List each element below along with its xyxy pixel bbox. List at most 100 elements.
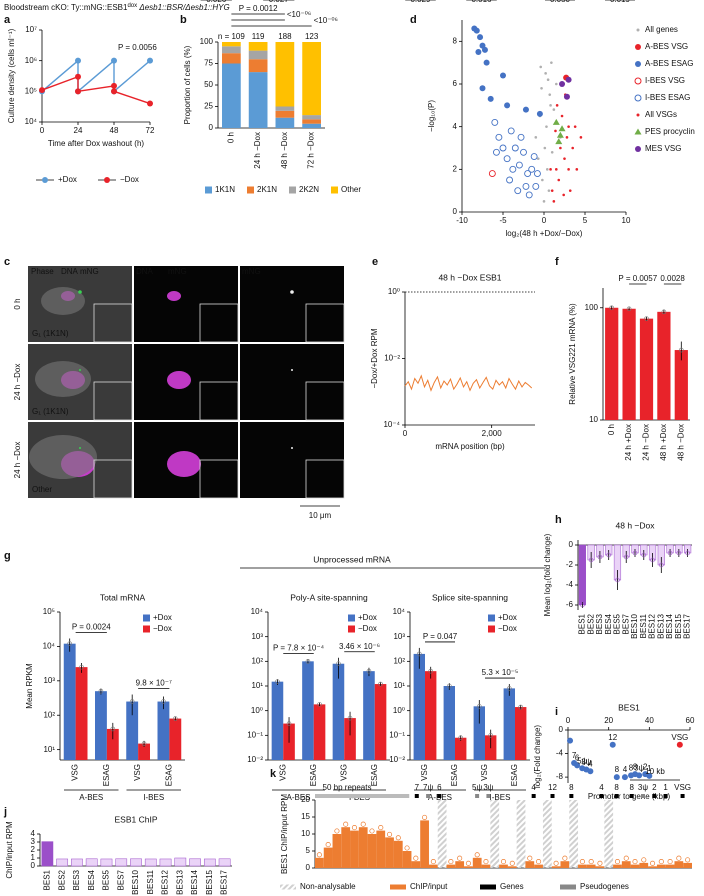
x-tick-label: BES1 (42, 869, 51, 890)
legend-label: A-BES VSG (645, 42, 688, 51)
gene-label: 12 (548, 783, 557, 792)
data-point (471, 25, 478, 32)
gene-label: 8 (569, 783, 574, 792)
data-point (558, 125, 566, 132)
x-tick-label: ESAG (164, 764, 173, 786)
annotation: 5.3 × 10⁻⁵ (482, 668, 519, 677)
x-tick-label: BES15 (674, 613, 683, 638)
header-text: Bloodstream cKO: Ty::mNG::ESB1 (4, 3, 128, 12)
bar (332, 834, 342, 868)
data-point (492, 148, 500, 156)
gene-bar (475, 794, 480, 798)
dna-stain (167, 371, 191, 389)
data-point (587, 768, 594, 775)
non-analysable (542, 800, 552, 868)
replicate-point (644, 316, 649, 321)
bar (159, 858, 172, 867)
x-tick-label: BES7 (116, 869, 125, 890)
bar (473, 706, 485, 760)
bar (621, 861, 631, 868)
bar (425, 671, 437, 760)
non-analysable (490, 800, 500, 868)
replicate-point (488, 733, 494, 738)
n-label: 119 (252, 32, 265, 41)
y-tick-label: 0 (209, 123, 214, 132)
data-point (475, 49, 482, 55)
replicate-point (404, 845, 410, 851)
annotation: 0.019 (610, 0, 631, 4)
x-tick-label: 0 (542, 216, 547, 225)
y-axis-label: Mean RPKM (25, 663, 34, 709)
repeats-bar (315, 794, 410, 798)
bar (218, 858, 231, 867)
mng-signal (291, 369, 293, 371)
bar (622, 308, 636, 420)
data-point (507, 127, 515, 135)
cell-outline (41, 287, 85, 315)
inset (199, 303, 239, 343)
x-tick-label: VSG (133, 764, 142, 781)
legend-label: Pseudogenes (580, 882, 629, 891)
bar (595, 866, 605, 868)
bar (95, 691, 107, 760)
x-tick-label: ESAG (370, 764, 379, 786)
bar (656, 864, 666, 868)
legend-label: Other (341, 185, 361, 194)
data-point (555, 104, 559, 107)
y-axis-label: −Dox/+Dox RPM (370, 328, 379, 388)
bar (56, 858, 69, 867)
replicate-point (609, 305, 615, 311)
gene-bar (629, 794, 634, 798)
x-tick-label: 24 h +Dox (624, 424, 633, 461)
legend-swatch (205, 186, 212, 194)
gene-label: 2 (652, 783, 657, 792)
replicate-point (500, 859, 507, 865)
data-point (534, 136, 538, 139)
legend-marker (635, 61, 641, 67)
group-title: Unprocessed mRNA (313, 554, 391, 564)
data-point (567, 125, 570, 128)
channel-label: DNA (61, 267, 79, 276)
replicate-point (509, 860, 515, 866)
x-tick-label: BES7 (621, 613, 630, 634)
group-label: A-BES (286, 793, 310, 802)
replicate-point (553, 860, 559, 866)
replicate-point (626, 306, 632, 312)
legend-label: MES VSG (645, 144, 681, 153)
legend-label: I-BES ESAG (645, 93, 690, 102)
x-tick-label: 24 h −Dox (642, 424, 651, 461)
data-point (515, 161, 523, 169)
data-point (567, 737, 574, 744)
bar (302, 115, 321, 120)
non-analysable (437, 800, 447, 868)
legend-swatch (143, 614, 150, 622)
gene-bar (486, 794, 491, 798)
stage-label: Other (32, 485, 52, 494)
replicate-point (527, 855, 533, 861)
replicate-point (129, 699, 135, 704)
data-point (543, 146, 547, 150)
bar (344, 718, 356, 760)
gene-bar (550, 794, 555, 798)
y-tick-label: 10² (43, 710, 55, 719)
legend-swatch (480, 884, 496, 890)
group-label: I-BES (143, 793, 164, 802)
legend-label: I-BES VSG (645, 76, 685, 85)
data-line (41, 75, 151, 105)
gene-bar (640, 794, 645, 798)
gene-label: 3ψ (483, 783, 493, 792)
panel-label: k (270, 768, 277, 780)
data-point (579, 136, 583, 139)
data-point (522, 182, 530, 190)
y-tick-label: 0 (569, 540, 574, 549)
replicate-point (378, 681, 383, 687)
chart-title: 48 h −Dox ESB1 (438, 272, 501, 282)
data-point (499, 144, 507, 152)
x-tick-label: 48 h −Dox (280, 132, 289, 169)
cell-outline (29, 435, 97, 479)
y-tick-label: 10⁴ (393, 607, 406, 616)
legend-swatch (390, 884, 406, 890)
channel-label: DNA (136, 267, 154, 276)
